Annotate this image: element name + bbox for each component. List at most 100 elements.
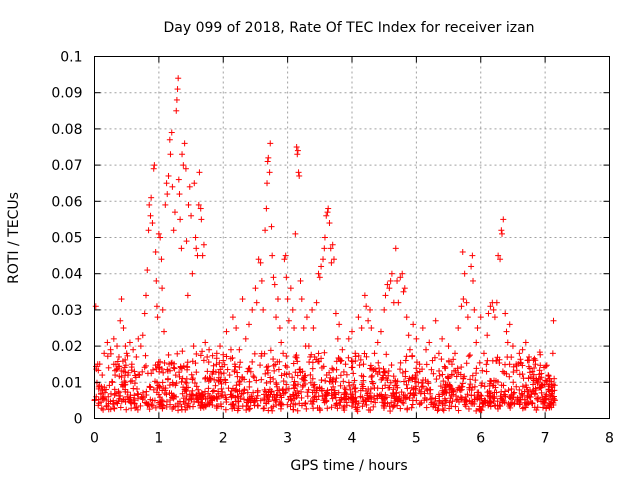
data-point: [510, 369, 517, 376]
data-point: [261, 405, 268, 412]
data-point: [150, 386, 157, 393]
data-point: [343, 371, 350, 378]
data-point: [94, 361, 101, 368]
data-point: [148, 370, 155, 377]
data-point: [442, 364, 449, 371]
data-point: [506, 373, 513, 380]
data-point: [105, 393, 112, 400]
data-point: [339, 346, 346, 353]
data-point: [120, 325, 127, 331]
data-point: [436, 372, 443, 379]
data-point: [107, 398, 114, 405]
data-point: [426, 339, 433, 346]
data-point: [288, 397, 295, 404]
data-point: [174, 400, 181, 407]
data-point: [532, 361, 539, 368]
data-point: [332, 310, 339, 317]
data-point: [455, 369, 462, 376]
data-point: [251, 350, 258, 357]
data-point: [517, 356, 524, 363]
data-point: [125, 396, 132, 403]
data-point: [122, 388, 129, 395]
data-point: [506, 361, 513, 368]
data-point: [185, 400, 192, 407]
data-point: [119, 358, 126, 365]
data-point: [384, 281, 391, 288]
data-point: [270, 403, 277, 410]
data-point: [375, 359, 382, 366]
data-point: [494, 405, 501, 412]
x-axis-label: GPS time / hours: [290, 458, 407, 474]
data-point: [450, 388, 457, 395]
data-point: [158, 366, 165, 373]
data-point: [465, 405, 472, 412]
data-point: [218, 370, 225, 377]
data-point: [417, 390, 424, 397]
data-point: [333, 400, 340, 407]
data-point: [400, 400, 407, 407]
data-point: [154, 314, 161, 321]
data-point: [498, 230, 505, 237]
data-point: [294, 372, 301, 379]
data-point: [265, 407, 272, 414]
data-point: [117, 404, 124, 411]
data-point: [260, 306, 267, 313]
data-point: [529, 388, 536, 395]
data-point: [302, 380, 309, 387]
data-point: [403, 381, 410, 388]
data-point: [246, 396, 253, 403]
data-point: [307, 398, 314, 405]
data-point: [264, 158, 271, 165]
data-point: [246, 365, 253, 372]
data-point: [234, 388, 241, 395]
x-tick-label: 3: [283, 431, 292, 447]
data-point: [332, 378, 339, 385]
data-point: [160, 402, 167, 409]
data-point: [250, 373, 257, 380]
data-point: [338, 357, 345, 364]
data-point: [270, 362, 277, 369]
data-point: [294, 407, 301, 414]
y-tick-label: 0.04: [51, 267, 82, 283]
data-point: [403, 314, 410, 321]
data-point: [318, 355, 325, 362]
data-point: [480, 350, 487, 357]
data-point: [291, 385, 298, 392]
data-point: [167, 151, 174, 158]
data-point: [283, 386, 290, 393]
data-point: [99, 372, 106, 379]
data-point: [212, 382, 219, 389]
data-point: [181, 401, 188, 408]
data-point: [202, 402, 209, 409]
data-point: [533, 395, 540, 402]
data-point: [516, 401, 523, 408]
data-point: [99, 395, 106, 402]
data-point: [206, 346, 213, 353]
data-point: [292, 230, 299, 237]
data-point: [466, 352, 473, 359]
data-point: [438, 356, 445, 363]
data-point: [381, 306, 388, 313]
data-point: [357, 393, 364, 400]
data-point: [394, 384, 401, 391]
data-point: [106, 382, 113, 389]
data-point: [329, 241, 336, 248]
data-point: [200, 357, 207, 364]
data-point: [550, 317, 557, 324]
data-point: [297, 366, 304, 373]
data-point: [143, 392, 150, 399]
data-point: [282, 362, 289, 369]
data-point: [413, 335, 420, 342]
data-point: [502, 310, 509, 317]
data-point: [202, 388, 209, 395]
data-point: [350, 394, 357, 401]
data-point: [205, 359, 212, 366]
data-point: [323, 389, 330, 396]
data-point: [241, 396, 248, 403]
data-point: [195, 399, 202, 406]
data-point: [472, 377, 479, 384]
data-point: [523, 384, 530, 391]
data-point: [482, 399, 489, 406]
data-point: [220, 357, 227, 364]
data-point: [174, 350, 181, 357]
